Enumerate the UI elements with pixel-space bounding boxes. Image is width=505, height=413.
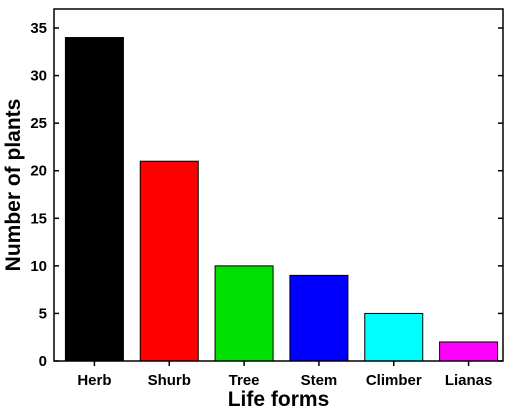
y-tick-label: 20 bbox=[30, 163, 47, 180]
plot-frame bbox=[53, 8, 504, 362]
x-tick-label-tree: Tree bbox=[229, 372, 260, 389]
y-ticks-group: 0 5 10 15 20 25 30 35 bbox=[30, 20, 503, 370]
y-tick-label: 35 bbox=[30, 20, 47, 37]
bar-herb bbox=[64, 37, 124, 362]
bar-climber bbox=[364, 312, 424, 362]
x-tick-label-herb: Herb bbox=[77, 372, 111, 389]
y-tick-label: 15 bbox=[30, 210, 47, 227]
y-tick-label: 5 bbox=[39, 305, 47, 322]
bars-group bbox=[64, 37, 499, 362]
y-tick-label: 10 bbox=[30, 258, 47, 275]
bar-lianas bbox=[439, 341, 499, 362]
bar-tree bbox=[214, 265, 274, 362]
x-ticks-group: Herb Shurb Tree Stem Climber Lianas bbox=[77, 361, 492, 389]
y-axis-title: Number of plants bbox=[2, 99, 25, 272]
y-tick-label: 0 bbox=[39, 353, 47, 370]
x-tick-label-lianas: Lianas bbox=[445, 372, 493, 389]
x-axis-title: Life forms bbox=[228, 388, 330, 411]
y-tick-label: 30 bbox=[30, 68, 47, 85]
x-tick-label-shurb: Shurb bbox=[148, 372, 191, 389]
bar-stem bbox=[289, 274, 349, 362]
bar-shurb bbox=[139, 160, 199, 362]
y-tick-label: 25 bbox=[30, 115, 47, 132]
x-tick-label-stem: Stem bbox=[301, 372, 338, 389]
x-tick-label-climber: Climber bbox=[366, 372, 422, 389]
